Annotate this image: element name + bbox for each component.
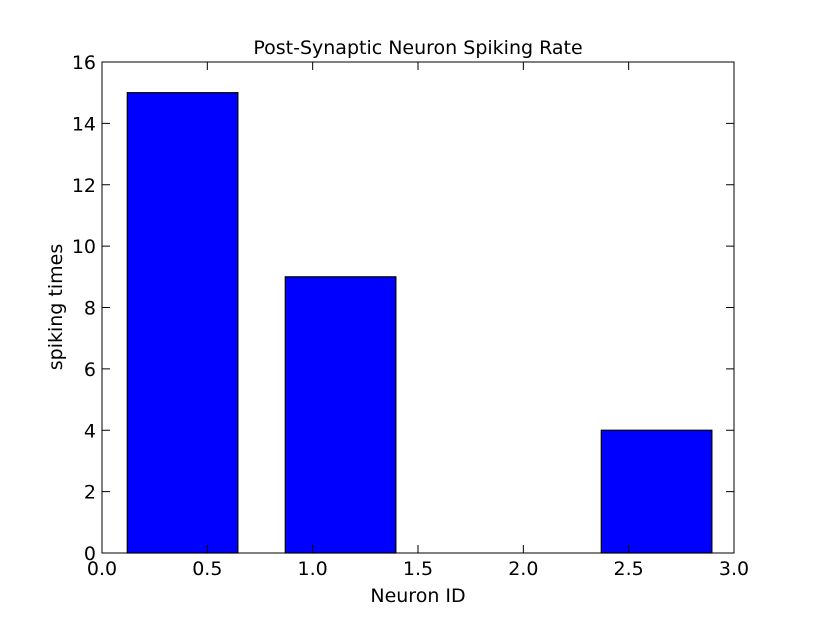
x-tick-label: 3.0	[719, 558, 749, 580]
x-tick-label: 0.5	[192, 558, 222, 580]
chart-title: Post-Synaptic Neuron Spiking Rate	[253, 37, 582, 59]
x-tick-label: 2.5	[614, 558, 644, 580]
y-tick-label: 2	[84, 482, 96, 504]
y-tick-label: 10	[72, 236, 96, 258]
y-tick-label: 0	[84, 543, 96, 565]
y-tick-label: 14	[72, 113, 96, 135]
y-tick-label: 6	[84, 359, 96, 381]
x-axis-label: Neuron ID	[370, 585, 465, 607]
x-tick-label: 1.5	[403, 558, 433, 580]
x-tick-label: 0.0	[87, 558, 117, 580]
y-tick-label: 4	[84, 420, 96, 442]
bar-2	[284, 276, 397, 554]
bar-1	[126, 92, 239, 554]
tick-labels-layer: 0.0 0.5 1.0 1.5 2.0 2.5 3.0 0 2 4 6 8 10 12 14 16	[72, 52, 749, 580]
x-tick-label: 2.0	[508, 558, 538, 580]
y-axis-label: spiking times	[45, 244, 67, 371]
y-tick-label: 12	[72, 175, 96, 197]
x-tick-label: 1.0	[298, 558, 328, 580]
y-tick-label: 16	[72, 52, 96, 74]
ticks-layer	[101, 61, 735, 554]
bar-4	[600, 429, 713, 554]
y-tick-label: 8	[84, 298, 96, 320]
bars-layer	[126, 92, 713, 554]
